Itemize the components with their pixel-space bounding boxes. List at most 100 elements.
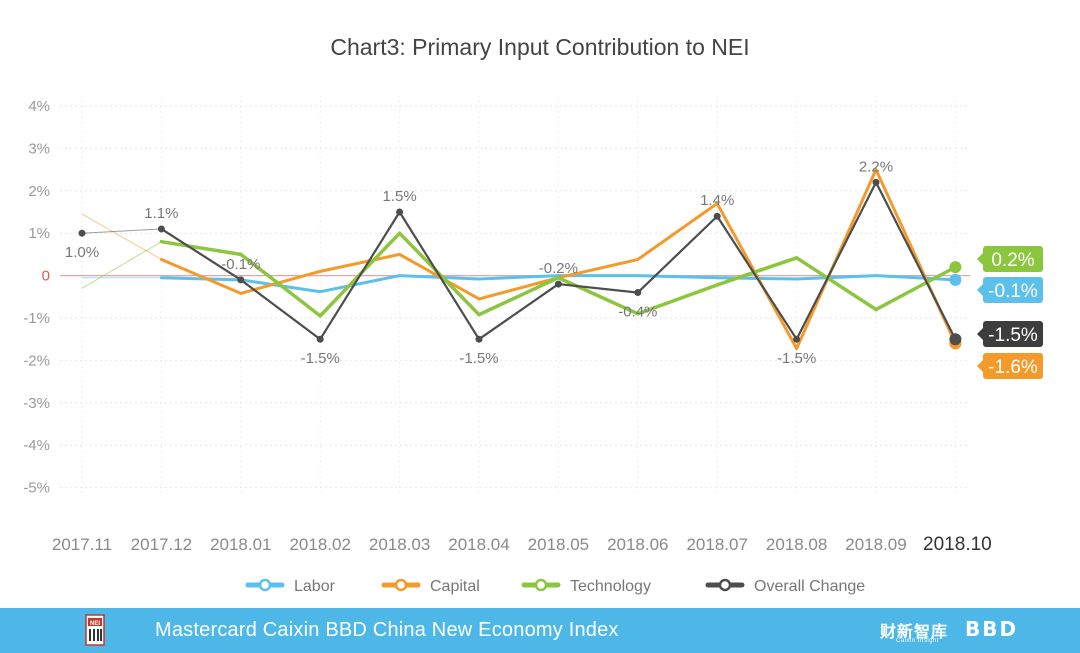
nei-logo-icon: NEI (85, 614, 105, 646)
line-segment-technology-9 (794, 256, 878, 312)
line-segment-labor-1 (159, 276, 243, 282)
data-point-overall-change-2018-04 (475, 335, 483, 343)
line-segment-labor-3 (318, 274, 402, 294)
x-tick-label-2017-11: 2017.11 (52, 535, 112, 554)
x-tick-label-2018-07: 2018.07 (686, 535, 747, 554)
data-label-2018-05: -0.2% (539, 260, 578, 277)
legend-marker-labor (258, 578, 272, 592)
x-tick-label-2018-02: 2018.02 (289, 535, 350, 554)
end-label-box-overall-change (983, 321, 1043, 347)
end-label-box-technology (983, 246, 1043, 272)
end-label-pointer-labor (977, 284, 983, 296)
footer-title: Mastercard Caixin BBD China New Economy … (155, 619, 619, 641)
y-tick-label-1: 1% (28, 225, 50, 242)
line-segment-labor-5 (477, 274, 560, 281)
series-capital (81, 168, 962, 351)
data-labels: 1.0% 1.1% -0.1% -1.5% 1.5% -1.5% -0.2% -0.4% 1.4… (65, 158, 893, 367)
grid-lines (60, 96, 970, 494)
y-tick-label-4: 4% (28, 98, 50, 115)
end-label-pointer-capital (977, 360, 983, 372)
line-segment-overall-change-5 (477, 282, 560, 341)
data-point-overall-change-2018-08 (793, 335, 801, 343)
y-tick-label-4: -4% (23, 437, 50, 454)
legend-item-labor: Labor (245, 578, 336, 595)
y-tick-label-3: -3% (23, 395, 50, 412)
series-lines (78, 168, 962, 351)
line-segment-overall-change-1 (160, 227, 242, 281)
x-tick-label-2018-10: 2018.10 (923, 534, 992, 555)
data-point-overall-change-2017-12 (157, 225, 165, 233)
line-segment-technology-10 (874, 265, 958, 312)
data-point-overall-change-2018-01 (237, 276, 245, 284)
caixin-brand: 财新智库 (880, 624, 949, 641)
x-tick-label-2018-03: 2018.03 (369, 535, 430, 554)
legend-marker-overall-change (718, 578, 732, 592)
line-segment-overall-change-9 (795, 181, 878, 341)
x-tick-label-2018-01: 2018.01 (210, 535, 271, 554)
end-label-overall-change: -1.5% (977, 321, 1043, 347)
data-label-2018-06: -0.4% (618, 304, 657, 321)
legend-marker-technology (534, 578, 548, 592)
end-label-text-labor: -0.1% (988, 281, 1038, 302)
data-point-overall-change-2018-05 (554, 280, 562, 288)
y-tick-label-2: 2% (28, 183, 50, 200)
y-tick-label-1: -1% (23, 310, 50, 327)
data-label-2018-09: 2.2% (859, 158, 893, 175)
legend-item-overall-change: Overall Change (705, 578, 865, 595)
line-segment-overall-change-4 (398, 210, 481, 341)
data-label-2018-08: -1.5% (777, 350, 816, 367)
data-point-overall-change-2018-03 (396, 208, 404, 216)
line-segment-overall-change-8 (716, 215, 798, 341)
x-tick-label-2017-12: 2017.12 (131, 535, 192, 554)
legend-label-technology: Technology (570, 578, 651, 595)
legend-marker-capital (394, 578, 408, 592)
line-segment-overall-change-6 (557, 282, 639, 294)
data-point-overall-change-2017-11 (78, 229, 86, 237)
x-tick-label-2018-09: 2018.09 (845, 535, 906, 554)
end-label-pointer-technology (977, 253, 983, 265)
end-label-capital: -1.6% (977, 353, 1043, 379)
y-axis: 4% 3% 2% 1% 0 -1% -2% -3% -4% -5% (23, 98, 50, 497)
chart-title: Chart3: Primary Input Contribution to NE… (330, 34, 749, 60)
line-segment-capital-7 (636, 202, 719, 261)
y-tick-label-2: -2% (23, 352, 50, 369)
end-label-labor: -0.1% (977, 277, 1043, 303)
end-label-box-capital (983, 353, 1043, 379)
legend-item-technology: Technology (521, 578, 651, 595)
end-label-box-labor (983, 277, 1043, 303)
end-point-technology (949, 261, 962, 274)
data-label-2017-11: 1.0% (65, 244, 99, 261)
y-tick-label-5: -5% (23, 480, 50, 497)
end-label-technology: 0.2% (977, 246, 1043, 272)
x-tick-label-2018-05: 2018.05 (528, 535, 589, 554)
y-tick-label-3: 3% (28, 140, 50, 157)
line-segment-capital-0 (81, 213, 162, 260)
line-segment-technology-2 (239, 252, 322, 318)
legend: Labor Capital Technology Overall Change (245, 578, 865, 595)
y-tick-label-0: 0 (42, 268, 50, 285)
x-axis: 2017.11 2017.12 2018.01 2018.02 2018.03 2018.… (52, 534, 992, 555)
caixin-subtitle: Caixin Insight (896, 638, 940, 644)
data-point-overall-change-2018-09 (872, 178, 880, 186)
data-label-2018-01: -0.1% (221, 256, 260, 273)
data-label-2018-03: 1.5% (382, 188, 416, 205)
line-segment-overall-change-3 (319, 210, 401, 341)
line-segment-capital-1 (159, 257, 243, 295)
end-label-pointer-overall-change (977, 328, 983, 340)
legend-label-overall-change: Overall Change (754, 578, 865, 595)
line-segment-technology-0 (81, 241, 162, 289)
legend-label-capital: Capital (430, 578, 480, 595)
data-label-2018-07: 1.4% (700, 192, 734, 209)
data-label-2018-02: -1.5% (301, 350, 340, 367)
end-label-text-overall-change: -1.5% (988, 325, 1038, 346)
line-segment-overall-change-10 (874, 181, 957, 341)
end-label-text-capital: -1.6% (988, 357, 1038, 378)
data-label-2018-04: -1.5% (459, 350, 498, 367)
end-point-labor (949, 273, 962, 286)
line-segment-technology-1 (159, 239, 243, 257)
legend-item-capital: Capital (381, 578, 480, 595)
footer-banner: NEI Mastercard Caixin BBD China New Econ… (0, 608, 1080, 653)
line-chart: Chart3: Primary Input Contribution to NE… (23, 34, 1043, 595)
logo-text: NEI (90, 621, 100, 627)
end-label-text-technology: 0.2% (991, 250, 1034, 271)
